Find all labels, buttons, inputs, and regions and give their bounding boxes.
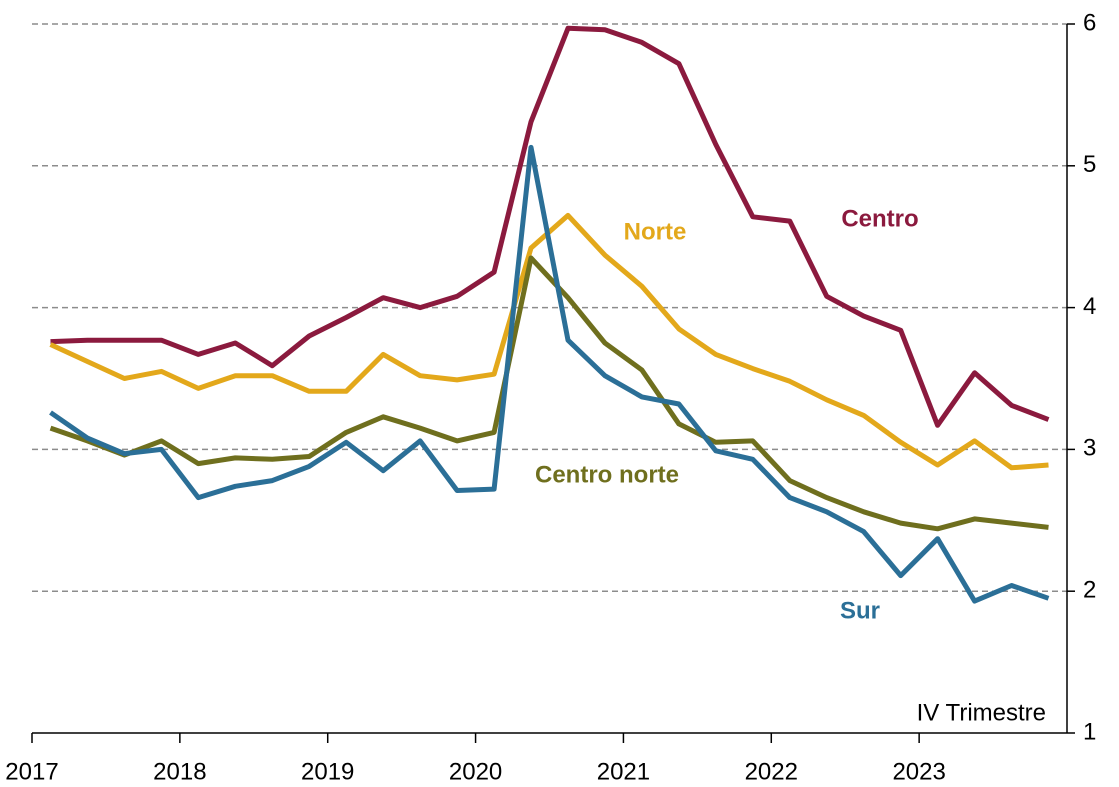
series-label: Centro <box>841 205 918 232</box>
x-tick-label: 2020 <box>449 758 502 785</box>
series-line <box>49 144 1050 604</box>
x-tick-label: 2019 <box>301 758 354 785</box>
x-tick-label: 2018 <box>153 758 206 785</box>
series-label: Sur <box>840 597 880 624</box>
x-tick-label: 2021 <box>597 758 650 785</box>
series-label: Norte <box>624 218 687 245</box>
x-tick-label: 2022 <box>745 758 798 785</box>
y-tick-label: 2 <box>1083 577 1096 604</box>
y-tick-label: 3 <box>1083 435 1096 462</box>
x-tick-label: 2017 <box>5 758 58 785</box>
annotation: IV Trimestre <box>917 699 1046 726</box>
series-label: Centro norte <box>535 461 679 488</box>
x-tick-label: 2023 <box>892 758 945 785</box>
series-line <box>49 255 1049 532</box>
y-tick-label: 4 <box>1083 293 1096 320</box>
series-line <box>50 25 1050 428</box>
y-tick-label: 5 <box>1083 151 1096 178</box>
y-tick-label: 6 <box>1083 9 1096 36</box>
y-tick-label: 1 <box>1083 718 1096 745</box>
